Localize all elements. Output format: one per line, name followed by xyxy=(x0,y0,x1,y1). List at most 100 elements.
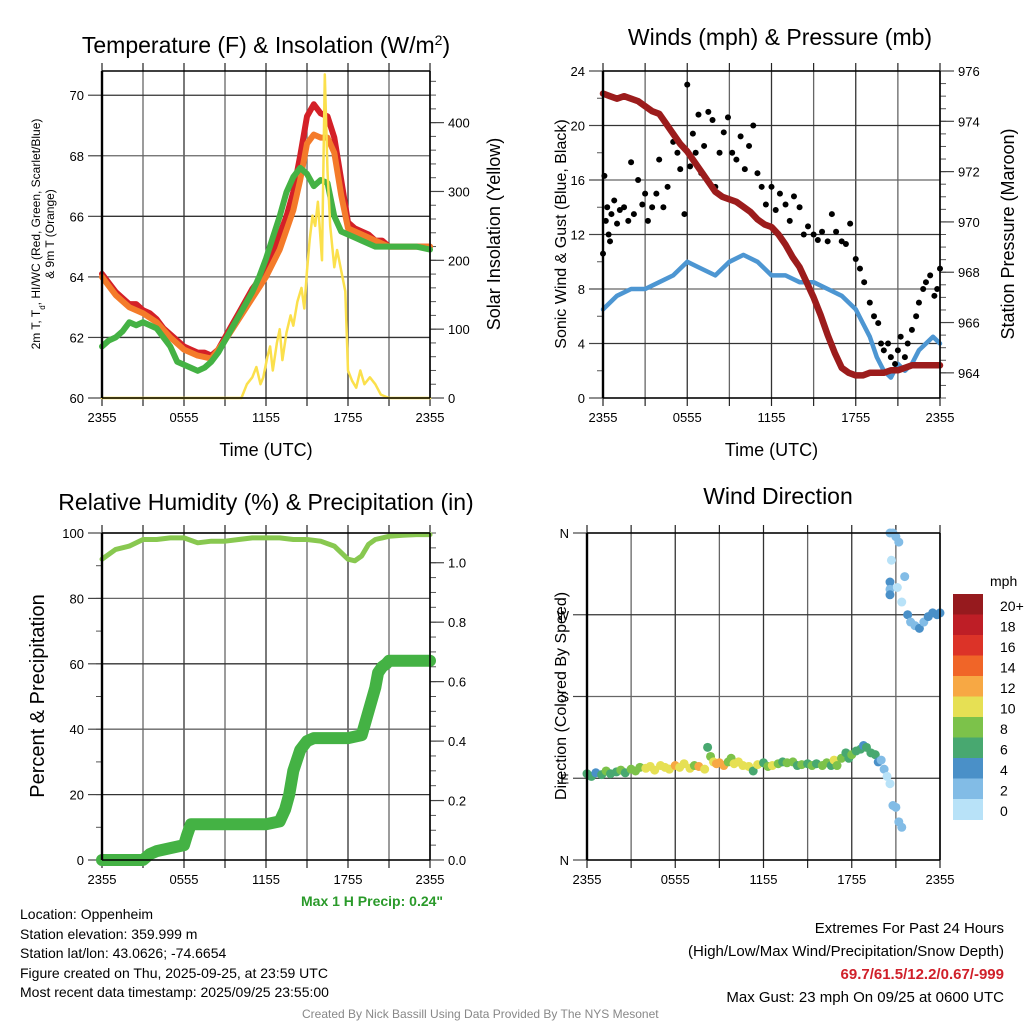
x-tick-label: 0555 xyxy=(661,872,690,887)
colorbar-swatch xyxy=(953,799,983,820)
gust-point xyxy=(628,159,635,166)
x-tick-label: 1755 xyxy=(841,410,870,425)
wind-direction-point xyxy=(832,761,842,771)
gust-point xyxy=(768,183,775,190)
gust-point xyxy=(934,286,941,292)
x-tick-label: 1155 xyxy=(758,410,786,425)
x-tick-label: 2355 xyxy=(589,410,618,425)
extremes-legend: (High/Low/Max Wind/Precipitation/Snow De… xyxy=(688,943,1004,960)
gust-point xyxy=(681,211,688,218)
chart-title: Winds (mph) & Pressure (mb) xyxy=(628,24,932,50)
y2-tick-label: 0.0 xyxy=(448,853,466,868)
wind-direction-point xyxy=(903,610,913,620)
gust-point xyxy=(875,320,882,327)
wind-direction-point xyxy=(700,764,710,774)
colorbar-swatch xyxy=(953,737,983,759)
recent-timestamp-text: Most recent data timestamp: 2025/09/25 2… xyxy=(20,984,329,1000)
colorbar-label: 12 xyxy=(1000,680,1016,696)
y2-tick-label: 974 xyxy=(958,114,980,129)
gust-point xyxy=(866,299,873,306)
chart-panel-2: 2355 0555 1155 1755 2355 Relative Humidity (%… xyxy=(27,489,474,887)
gust-point xyxy=(664,183,671,190)
gust-point xyxy=(607,238,614,245)
gust-point xyxy=(786,217,793,224)
gust-point xyxy=(701,142,708,149)
gust-point xyxy=(689,130,696,137)
gust-point xyxy=(656,156,663,163)
gust-point xyxy=(709,117,716,124)
colorbar-swatch xyxy=(953,778,983,800)
gust-point xyxy=(741,166,748,173)
title-close-paren: ) xyxy=(442,32,450,58)
y-tick-label: W xyxy=(557,608,570,623)
colorbar-label: 8 xyxy=(1000,721,1008,737)
gust-point xyxy=(674,149,681,156)
gust-point xyxy=(901,354,908,361)
y-tick-label: 20 xyxy=(70,788,84,803)
gust-point xyxy=(800,231,807,238)
colorbar-swatch xyxy=(953,676,983,697)
gust-point xyxy=(915,299,922,306)
x-axis-label: Time (UTC) xyxy=(219,440,312,460)
wind-direction-point xyxy=(876,755,886,765)
colorbar-label: 20+ xyxy=(1000,598,1024,614)
gust-point xyxy=(737,133,744,140)
x-tick-label: 1155 xyxy=(252,872,280,887)
gust-point xyxy=(750,122,757,129)
extremes-box: Extremes For Past 24 Hours (High/Low/Max… xyxy=(688,917,1004,1009)
y-tick-label: 60 xyxy=(70,391,84,406)
gust-point xyxy=(922,279,929,286)
gust-point xyxy=(635,177,642,183)
gust-point xyxy=(705,108,712,115)
gust-point xyxy=(828,211,835,218)
chart-title: Temperature (F) & Insolation (W/m2) xyxy=(82,32,450,58)
y2-tick-label: 0 xyxy=(448,391,455,406)
x-tick-label: 2355 xyxy=(926,410,955,425)
y2-tick-label: 0.2 xyxy=(448,794,466,809)
gust-point xyxy=(611,197,618,204)
latlon-text: Station lat/lon: 43.0626; -74.6654 xyxy=(20,945,227,961)
y-tick-label: 62 xyxy=(70,330,84,345)
gust-point xyxy=(695,111,702,118)
gust-point xyxy=(847,220,854,227)
x-tick-label: 0555 xyxy=(170,410,199,425)
y-tick-label: 66 xyxy=(70,209,84,224)
colorbar-swatch xyxy=(953,614,983,636)
series-line-9m-t xyxy=(99,131,433,362)
gust-point xyxy=(602,217,609,224)
gust-point xyxy=(824,238,831,245)
chart-panel-1: 2355 0555 1155 1755 2355 Time (UTC) Winds (mph… xyxy=(553,24,1018,460)
elevation-text: Station elevation: 359.999 m xyxy=(20,925,198,942)
gust-point xyxy=(621,204,628,211)
gust-point xyxy=(605,231,612,238)
x-tick-label: 2355 xyxy=(416,872,445,887)
gust-point xyxy=(630,211,637,218)
y-tick-label: 4 xyxy=(578,337,585,352)
gust-point xyxy=(887,354,894,361)
y2-tick-label: 964 xyxy=(958,366,980,381)
gust-point xyxy=(908,326,915,333)
gust-point xyxy=(608,211,615,218)
y2-tick-label: 1.0 xyxy=(448,556,466,571)
wind-direction-point xyxy=(748,766,758,776)
y2-tick-label: 0.8 xyxy=(448,615,466,630)
ylabel-subscript: d xyxy=(38,305,47,309)
gust-point xyxy=(644,217,651,224)
title-superscript: 2 xyxy=(435,32,443,48)
y-tick-label: 0 xyxy=(77,853,84,868)
colorbar-swatch xyxy=(953,696,983,718)
wind-direction-point xyxy=(900,572,910,582)
wind-direction-point xyxy=(894,537,904,547)
y-tick-label: N xyxy=(560,853,569,868)
wind-direction-point xyxy=(891,802,901,812)
colorbar-title: mph xyxy=(990,573,1017,589)
y2-tick-label: 970 xyxy=(958,215,980,230)
max-gust-text: Max Gust: 23 mph On 09/25 at 0600 UTC xyxy=(726,989,1004,1006)
y2-tick-label: 972 xyxy=(958,165,980,180)
wind-direction-point xyxy=(886,555,896,565)
gust-point xyxy=(649,204,656,211)
x-tick-label: 0555 xyxy=(673,410,702,425)
gust-point xyxy=(720,129,727,136)
gust-point xyxy=(894,347,901,354)
